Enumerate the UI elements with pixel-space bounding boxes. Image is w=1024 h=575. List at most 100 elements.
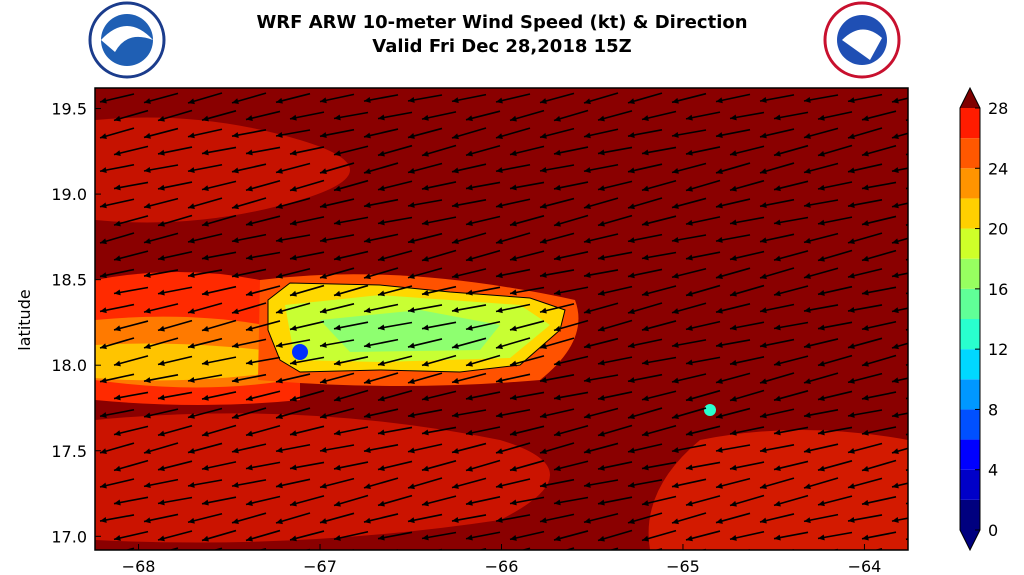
wind-arrow-head — [804, 306, 811, 313]
colorbar-band — [960, 469, 980, 500]
wind-arrow-head — [730, 359, 737, 366]
wind-arrow-head — [496, 167, 503, 173]
wind-arrow-head — [188, 553, 195, 559]
wind-arrow-head — [452, 97, 459, 104]
wind-arrow-head — [452, 483, 459, 489]
wind-arrow-head — [320, 237, 327, 243]
wind-arrow-head — [422, 255, 429, 262]
wind-arrow-head — [114, 465, 121, 472]
wind-arrow-head — [100, 482, 107, 489]
wind-arrow-head — [114, 115, 121, 122]
wind-arrow-head — [686, 325, 693, 331]
wind-arrow-head — [408, 237, 415, 244]
colorbar-under — [960, 530, 980, 550]
wind-arrow-head — [452, 238, 459, 244]
wind-arrow-head — [892, 133, 899, 140]
wind-arrow-head — [466, 360, 473, 367]
wind-arrow-head — [320, 412, 327, 419]
wind-arrow-head — [686, 254, 693, 261]
wind-arrow-head — [804, 167, 811, 174]
wind-arrow-head — [584, 272, 591, 278]
wind-arrow-head — [466, 534, 473, 541]
wind-arrow-head — [408, 167, 415, 174]
wind-arrow-head — [628, 553, 635, 559]
wind-arrow-head — [364, 237, 371, 244]
wind-arrow-head — [804, 96, 811, 103]
wind-arrow-head — [892, 307, 899, 314]
wind-arrow-head — [144, 132, 151, 139]
wind-arrow-head — [466, 184, 473, 191]
wind-arrow-head — [628, 132, 635, 138]
wind-arrow-head — [760, 307, 767, 314]
wind-arrow-head — [540, 202, 547, 209]
wind-arrow-head — [510, 360, 517, 367]
wind-arrow-head — [686, 430, 693, 437]
wind-arrow-head — [804, 201, 811, 208]
colorbar-band — [960, 409, 980, 440]
wind-arrow-head — [598, 325, 605, 332]
wind-arrow-head — [686, 219, 693, 226]
wind-arrow-head — [598, 359, 605, 366]
island-inner — [320, 310, 500, 352]
wind-arrow-head — [496, 133, 503, 140]
wind-arrow-head — [290, 325, 297, 331]
wind-arrow-head — [774, 395, 781, 402]
wind-arrow-head — [158, 115, 165, 122]
wind-arrow-head — [642, 220, 649, 227]
wind-arrow-head — [672, 518, 679, 525]
wind-arrow-head — [364, 552, 371, 558]
wind-arrow-head — [760, 483, 767, 490]
wind-arrow-head — [276, 447, 283, 454]
colorbar-tick-label: 0 — [988, 521, 998, 540]
wind-arrow-head — [818, 219, 825, 226]
wind-arrow-head — [584, 342, 591, 349]
wind-arrow-head — [540, 271, 547, 278]
wind-arrow-head — [628, 342, 635, 349]
wind-arrow-head — [540, 238, 547, 244]
wind-arrow — [905, 328, 908, 331]
wind-arrow — [905, 223, 908, 226]
patch — [95, 117, 350, 223]
wind-arrow-head — [716, 273, 723, 279]
colorbar-tick-label: 24 — [988, 159, 1008, 178]
wind-arrow-head — [276, 518, 283, 525]
wind-arrow-head — [114, 535, 121, 541]
wind-arrow-head — [364, 202, 371, 209]
wind-arrow-head — [760, 237, 767, 244]
wind-arrow-head — [276, 272, 283, 279]
wind-arrow-head — [232, 132, 239, 138]
y-tick-label: 19.0 — [51, 185, 87, 204]
wind-arrow-head — [540, 412, 547, 419]
wind-arrow-head — [276, 413, 283, 420]
wind-arrow-head — [188, 517, 195, 524]
wind-arrow-head — [188, 342, 195, 349]
wind-arrow-head — [554, 289, 561, 296]
wind-arrow-head — [290, 430, 297, 437]
wind-arrow-head — [760, 132, 767, 139]
wind-arrow-head — [232, 272, 239, 279]
wind-arrow-head — [158, 499, 165, 506]
nws-logo — [823, 1, 901, 79]
wind-arrow-head — [892, 448, 899, 455]
wind-arrow-head — [892, 202, 899, 209]
wind-arrow-head — [848, 306, 855, 313]
wind-arrow-head — [774, 185, 781, 192]
wind-arrow-head — [510, 325, 517, 332]
wind-arrow-head — [818, 289, 825, 296]
wind-arrow-head — [848, 97, 855, 104]
wind-arrow-head — [144, 517, 151, 524]
wind-arrow-head — [466, 394, 473, 401]
wind-arrow-head — [642, 254, 649, 261]
wind-arrow-head — [628, 203, 635, 210]
wind-arrow-head — [672, 482, 679, 489]
wind-arrow-head — [510, 499, 517, 506]
colorbar-band — [960, 288, 980, 319]
wind-arrow-head — [554, 115, 561, 122]
wind-arrow-head — [144, 343, 151, 349]
wind-arrow-head — [510, 430, 517, 437]
wind-arrow-head — [686, 464, 693, 471]
wind-arrow-head — [730, 150, 737, 157]
wind-arrow-head — [584, 203, 591, 210]
wind-arrow-head — [276, 482, 283, 489]
wind-arrow-head — [364, 483, 371, 490]
